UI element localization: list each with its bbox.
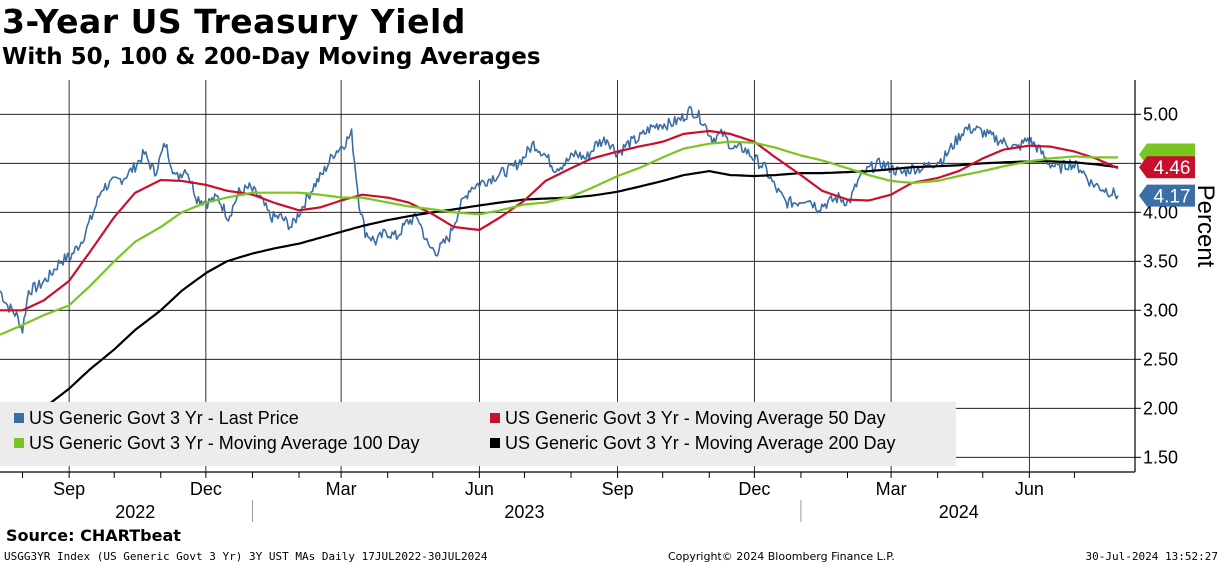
legend-label: US Generic Govt 3 Yr - Moving Average 10… (29, 433, 420, 453)
series-line (0, 129, 1119, 312)
legend: US Generic Govt 3 Yr - Last Price US Gene… (0, 402, 956, 466)
legend-swatch (14, 413, 24, 423)
y-tick-label: 2.50 (1143, 349, 1178, 369)
x-tick-label: Jun (465, 479, 494, 499)
y-tick-label: 2.00 (1143, 398, 1178, 418)
y-tick-label: 3.00 (1143, 300, 1178, 320)
legend-swatch (490, 413, 500, 423)
year-label: 2022 (115, 502, 155, 522)
x-tick-label: Dec (190, 479, 222, 499)
legend-swatch (14, 438, 24, 448)
series-line (0, 105, 1119, 334)
legend-label: US Generic Govt 3 Yr - Moving Average 20… (505, 433, 896, 453)
x-tick-label: Dec (738, 479, 770, 499)
y-tick-label: 1.50 (1143, 447, 1178, 467)
series-line (0, 160, 1119, 439)
year-label: 2024 (939, 502, 979, 522)
y-tick-label: 3.50 (1143, 251, 1178, 271)
source-note: Source: CHARTbeat (6, 526, 181, 545)
x-tick-label: Mar (326, 479, 357, 499)
series-layer (0, 105, 1119, 439)
legend-box (0, 402, 956, 466)
legend-label: US Generic Govt 3 Yr - Moving Average 50… (505, 408, 886, 428)
year-label: 2023 (504, 502, 544, 522)
ma-tag-bg (1139, 156, 1195, 179)
x-tick-label: Sep (53, 479, 85, 499)
x-tick-label: Mar (876, 479, 907, 499)
legend-label: US Generic Govt 3 Yr - Last Price (29, 408, 299, 428)
chart-title: 3-Year US Treasury Yield (2, 2, 466, 41)
y-tick-label: 4.00 (1143, 202, 1178, 222)
last-price-tag-bg (1139, 184, 1195, 207)
axes: 1.502.002.503.003.504.004.505.00SepDecMa… (0, 80, 1219, 522)
legend-swatch (490, 438, 500, 448)
footer-ticker: USGG3YR Index (US Generic Govt 3 Yr) 3Y … (4, 550, 488, 563)
x-tick-label: Jun (1015, 479, 1044, 499)
series-line (0, 140, 1118, 336)
footer-timestamp: 30-Jul-2024 13:52:27 (1085, 550, 1218, 563)
ma-tag-text: 4.46 (1154, 158, 1191, 179)
x-tick-label: Sep (602, 479, 634, 499)
y-tick-label: 5.00 (1143, 104, 1178, 124)
last-price-tag-text: 4.17 (1154, 187, 1191, 208)
chart-subtitle: With 50, 100 & 200-Day Moving Averages (2, 44, 541, 70)
footer-copyright: Copyright© 2024 Bloomberg Finance L.P. (668, 550, 895, 563)
y-axis-title: Percent (1192, 185, 1219, 268)
last-value-tags: 4.46 4.17 (1139, 143, 1195, 208)
grid-lines (0, 80, 1135, 472)
